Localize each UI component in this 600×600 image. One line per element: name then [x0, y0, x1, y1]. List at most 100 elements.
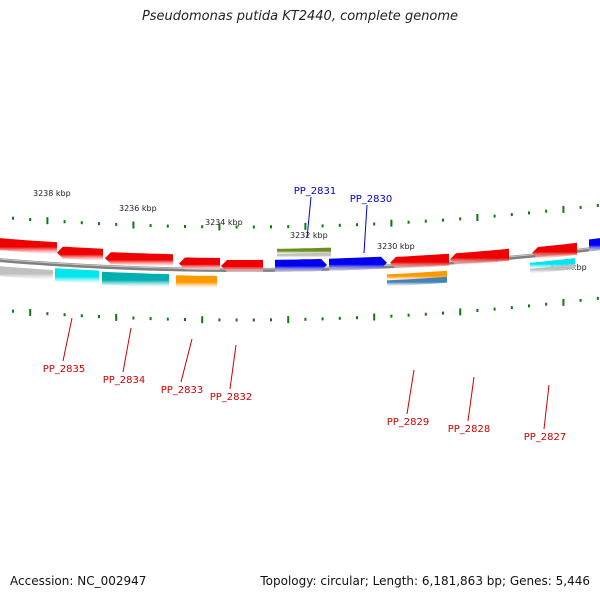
scale-tick-upper — [493, 214, 496, 218]
scale-tick-lower — [201, 316, 204, 324]
scale-tick-upper — [356, 223, 358, 227]
scale-label: 3238 kbp — [33, 189, 71, 198]
scale-tick-lower — [132, 316, 135, 320]
scale-tick-lower — [510, 306, 513, 310]
scale-label: 3230 kbp — [377, 242, 415, 251]
gene-label-leader — [406, 369, 415, 415]
scale-tick-lower — [596, 296, 599, 300]
scale-tick-lower — [115, 313, 118, 321]
scale-tick-upper — [562, 205, 565, 213]
gene-label: PP_2831 — [294, 186, 337, 197]
gene-lower-orange-2 — [387, 270, 447, 281]
gene-label-leader — [543, 384, 550, 430]
scale-tick-lower — [373, 313, 376, 321]
scale-tick-upper — [390, 219, 393, 227]
gene-rrna-grey — [277, 252, 331, 258]
accession-label: Accession: NC_002947 — [10, 574, 147, 588]
gene-label: PP_2827 — [524, 432, 567, 443]
scale-tick-lower — [166, 317, 169, 321]
gene-label-leader — [363, 204, 368, 254]
gene-label: PP_2830 — [350, 194, 393, 205]
scale-tick-upper — [373, 222, 376, 226]
gene-forward-edge — [589, 238, 600, 252]
scale-tick-upper — [270, 225, 272, 229]
gene-label-leader — [306, 196, 312, 239]
gene-lower-cyan — [55, 268, 99, 284]
scale-tick-upper — [149, 224, 152, 228]
scale-tick-lower — [29, 309, 32, 316]
gene-lower-steel — [387, 276, 447, 287]
scale-tick-upper — [235, 225, 238, 229]
gene-rrna-olive — [277, 247, 331, 254]
scale-tick-lower — [528, 304, 530, 308]
gene-label: PP_2828 — [448, 424, 491, 435]
scale-tick-lower — [459, 308, 462, 316]
scale-tick-lower — [63, 313, 66, 317]
scale-tick-upper — [596, 203, 599, 207]
gene-label-leader — [180, 338, 193, 383]
gene-pp2830 — [329, 256, 387, 271]
scale-tick-lower — [252, 318, 255, 322]
scale-tick-upper — [442, 218, 444, 222]
scale-tick-lower — [579, 298, 582, 302]
gene-label: PP_2832 — [210, 392, 253, 403]
scale-tick-upper — [115, 222, 118, 226]
scale-tick-upper — [201, 225, 204, 229]
scale-tick-upper — [510, 213, 513, 217]
gene-label-leader — [229, 344, 237, 390]
scale-tick-upper — [98, 222, 100, 226]
scale-tick-lower — [149, 317, 152, 321]
scale-tick-upper — [459, 217, 462, 221]
scale-label: 3236 kbp — [119, 204, 157, 213]
scale-tick-lower — [390, 314, 393, 318]
scale-tick-upper — [80, 221, 83, 225]
scale-tick-upper — [218, 223, 221, 231]
gene-reverse-edge — [0, 238, 57, 255]
scale-tick-upper — [304, 222, 307, 230]
scale-tick-upper — [407, 220, 410, 224]
scale-tick-upper — [252, 225, 255, 229]
scale-tick-upper — [46, 217, 49, 225]
scale-tick-lower — [407, 313, 410, 317]
gene-lower-grey-2 — [530, 264, 575, 274]
gene-pp2833 — [179, 257, 220, 270]
scale-tick-lower — [287, 316, 290, 324]
scale-tick-upper — [528, 211, 530, 215]
genome-summary: Topology: circular; Length: 6,181,863 bp… — [260, 574, 590, 588]
scale-tick-upper — [12, 216, 14, 220]
scale-tick-upper — [63, 220, 66, 224]
scale-tick-upper — [132, 221, 135, 229]
scale-tick-lower — [218, 318, 221, 322]
gene-label: PP_2835 — [43, 364, 86, 375]
scale-tick-lower — [321, 317, 324, 321]
scale-tick-lower — [235, 318, 238, 322]
gene-pp2827 — [532, 242, 577, 259]
scale-tick-lower — [184, 318, 186, 321]
gene-label: PP_2834 — [103, 375, 146, 386]
scale-tick-upper — [579, 205, 582, 209]
scale-label: 3232 kbp — [290, 231, 328, 240]
gene-lower-grey — [0, 266, 53, 280]
scale-tick-lower — [304, 317, 307, 321]
scale-tick-upper — [321, 224, 324, 228]
scale-tick-upper — [166, 224, 169, 228]
gene-pp2829 — [390, 253, 449, 269]
scale-tick-upper — [338, 223, 341, 227]
map-title: Pseudomonas putida KT2440, complete geno… — [141, 9, 459, 24]
scale-tick-lower — [80, 314, 83, 318]
gene-label-leader — [62, 317, 73, 362]
scale-tick-lower — [46, 312, 49, 316]
scale-tick-lower — [356, 316, 358, 320]
gene-lower-teal — [102, 271, 169, 288]
gene-pp2828 — [450, 248, 509, 266]
scale-tick-lower — [442, 311, 444, 315]
scale-tick-upper — [545, 209, 548, 213]
scale-tick-upper — [29, 218, 32, 221]
scale-tick-upper — [184, 225, 186, 228]
gene-label-leader — [122, 327, 132, 373]
gene-pp2831 — [275, 258, 327, 272]
scale-tick-lower — [562, 298, 565, 306]
gene-pp2832 — [221, 259, 263, 272]
scale-tick-lower — [545, 302, 548, 306]
